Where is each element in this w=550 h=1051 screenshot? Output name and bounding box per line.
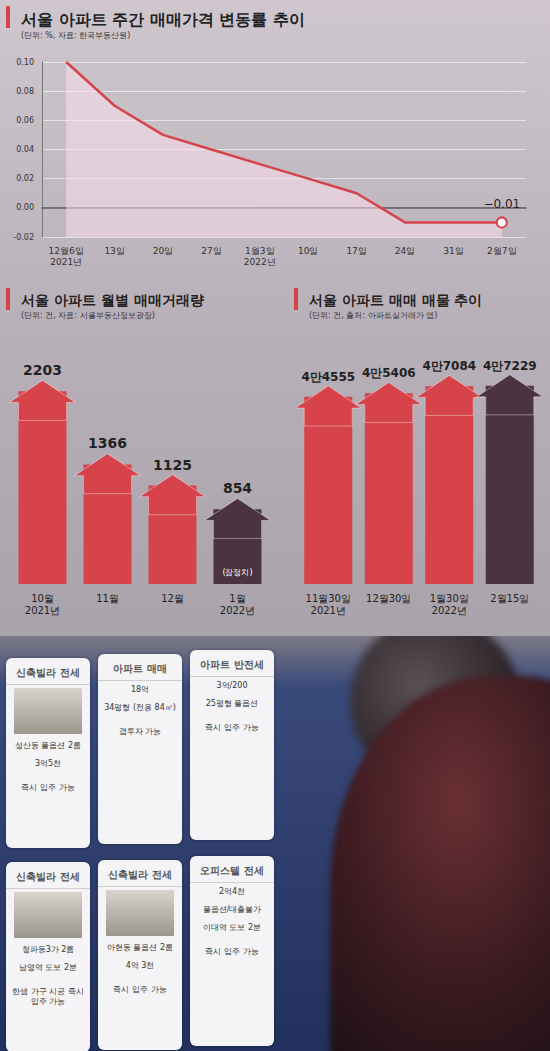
svg-text:2021년: 2021년 [25,605,60,616]
svg-text:0.08: 0.08 [16,87,34,96]
svg-text:2203: 2203 [23,362,62,378]
svg-text:24일: 24일 [395,246,415,256]
html-text:풀옵션/대출불가: 풀옵션/대출불가 [202,905,262,914]
html-text:신축빌라 전세: 신축빌라 전세 [16,667,80,678]
html-text:4억 3천: 4억 3천 [125,961,155,970]
svg-text:서울 아파트 월별 매매거래량: 서울 아파트 월별 매매거래량 [21,292,204,308]
svg-text:0.06: 0.06 [16,116,34,125]
svg-text:12월30일: 12월30일 [366,593,411,604]
svg-text:0.02: 0.02 [16,174,34,183]
svg-text:20일: 20일 [153,246,173,256]
svg-text:(잠정치): (잠정치) [222,568,252,577]
svg-text:2021년: 2021년 [50,257,82,267]
html-text:즉시 입주 가능: 즉시 입주 가능 [113,985,167,994]
html-text:청파동3가 2룸: 청파동3가 2룸 [21,945,75,954]
html-text:신축빌라 전세: 신축빌라 전세 [108,869,172,880]
html-text:신축빌라 전세: 신축빌라 전세 [16,871,80,882]
svg-text:2월15일: 2월15일 [490,593,529,604]
html-text:한샘 가구 시공 즉시 입주 가능: 한샘 가구 시공 즉시 입주 가능 [12,987,84,1006]
svg-text:-0.02: -0.02 [13,233,34,242]
svg-text:17일: 17일 [346,246,366,256]
svg-text:2022년: 2022년 [244,257,276,267]
svg-text:12월6일: 12월6일 [49,246,84,256]
svg-text:2022년: 2022년 [220,605,255,616]
html-text:갭투자 가능: 갭투자 가능 [118,727,162,736]
svg-text:0.10: 0.10 [16,58,34,67]
html-text:성산동 풀옵션 2룸: 성산동 풀옵션 2룸 [14,741,82,750]
html-text:오피스텔 전세: 오피스텔 전세 [200,865,264,876]
svg-text:서울 아파트 주간 매매가격 변동률 추이: 서울 아파트 주간 매매가격 변동률 추이 [21,10,305,29]
html-text:25평형 풀옵션: 25평형 풀옵션 [205,699,259,708]
svg-text:4만5406: 4만5406 [362,366,416,380]
html-text:즉시 입주 가능: 즉시 입주 가능 [21,783,75,792]
svg-text:2022년: 2022년 [432,605,467,616]
html-text:3억5천: 3억5천 [34,759,62,768]
html-text:2억4천: 2억4천 [218,887,246,896]
svg-text:10일: 10일 [298,246,318,256]
svg-text:11월: 11월 [96,593,119,604]
svg-text:27일: 27일 [201,246,221,256]
html-text:남영역 도보 2분: 남영역 도보 2분 [18,963,78,972]
html-text:즉시 입주 가능: 즉시 입주 가능 [205,947,259,956]
svg-text:12월: 12월 [161,593,184,604]
svg-text:2021년: 2021년 [311,605,346,616]
html-text:이대역 도보 2분: 이대역 도보 2분 [202,923,262,932]
svg-text:31일: 31일 [443,246,463,256]
svg-text:(단위: %, 자료: 한국부동산원): (단위: %, 자료: 한국부동산원) [21,31,130,40]
svg-text:4만4555: 4만4555 [301,370,355,384]
svg-text:10월: 10월 [31,593,54,604]
html-text:즉시 입주 가능: 즉시 입주 가능 [205,723,259,732]
svg-text:854: 854 [223,480,252,496]
html-text:18억: 18억 [130,685,150,694]
svg-text:0.00: 0.00 [16,203,34,212]
html-text:아현동 풀옵션 2룸: 아현동 풀옵션 2룸 [106,943,174,952]
html-text:34평형 (전용 84㎡): 34평형 (전용 84㎡) [104,703,176,712]
svg-text:서울 아파트 매매 매물 추이: 서울 아파트 매매 매물 추이 [309,292,483,308]
svg-text:1월3일: 1월3일 [245,246,274,256]
svg-text:1125: 1125 [153,457,192,473]
svg-text:1월: 1월 [229,593,245,604]
svg-text:0.04: 0.04 [16,145,34,154]
svg-text:2월7일: 2월7일 [487,246,516,256]
svg-text:4만7084: 4만7084 [422,359,476,373]
svg-text:(단위: 건, 자료: 서울부동산정보광장): (단위: 건, 자료: 서울부동산정보광장) [21,311,155,320]
html-text:아파트 매매: 아파트 매매 [113,663,167,674]
svg-text:(단위: 건, 출처: 아파트실거래가 앱): (단위: 건, 출처: 아파트실거래가 앱) [309,311,437,320]
html-text:아파트 반전세: 아파트 반전세 [200,659,264,670]
svg-text:1월30일: 1월30일 [430,593,469,604]
svg-text:−0.01: −0.01 [483,197,520,211]
svg-text:1366: 1366 [88,435,127,451]
svg-text:4만7229: 4만7229 [483,359,537,373]
svg-text:11월30일: 11월30일 [306,593,351,604]
svg-text:13일: 13일 [104,246,124,256]
html-text:3억/200: 3억/200 [216,681,248,690]
